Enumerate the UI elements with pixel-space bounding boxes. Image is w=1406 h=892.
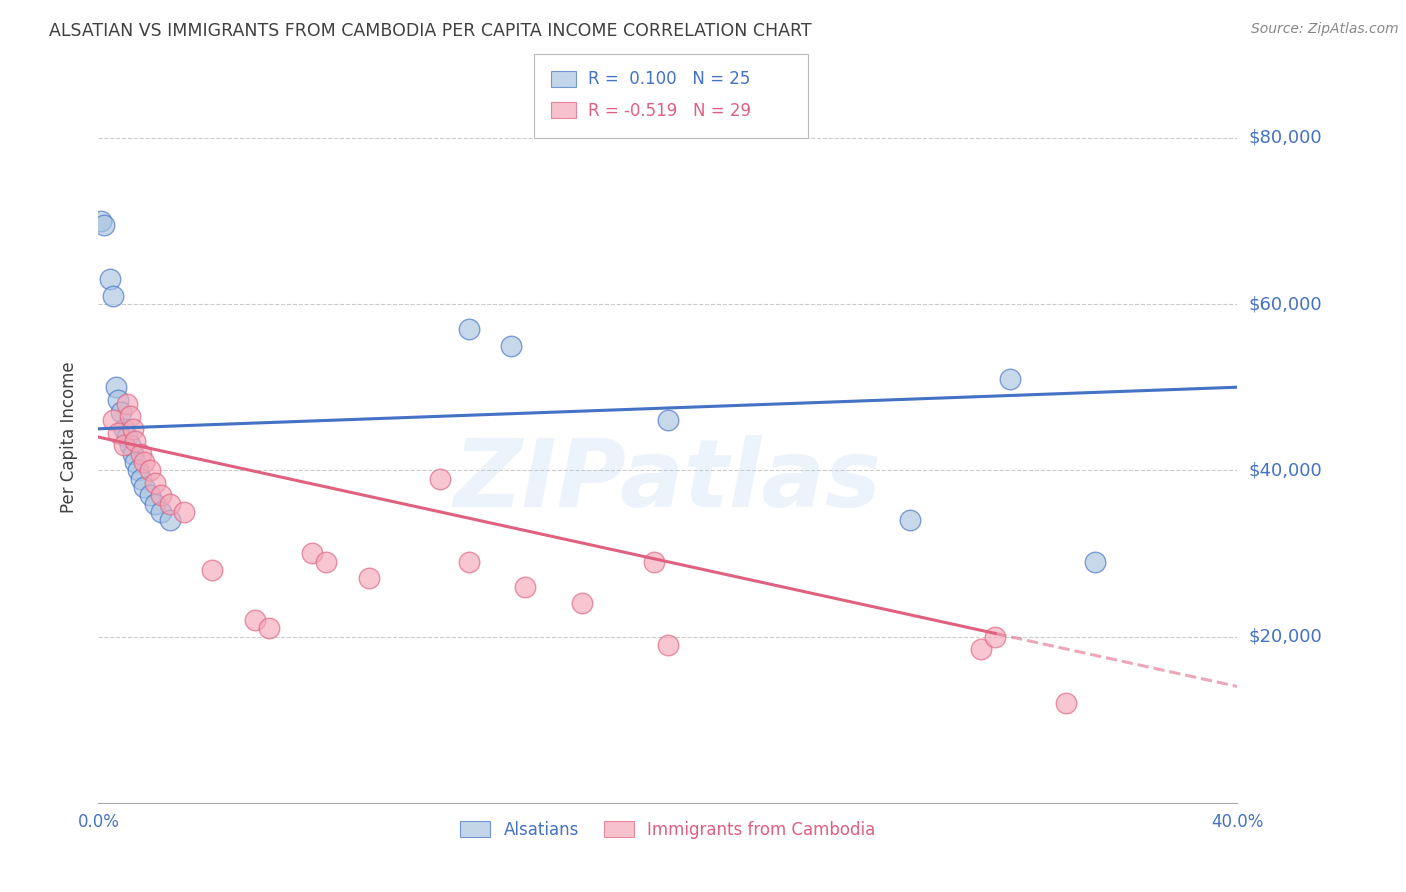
Point — [301, 546, 323, 560]
Point — [457, 322, 479, 336]
Point — [121, 422, 143, 436]
Point — [101, 289, 124, 303]
Point — [132, 455, 155, 469]
Point — [124, 455, 146, 469]
Point — [115, 397, 138, 411]
Text: $40,000: $40,000 — [1249, 461, 1322, 479]
Point — [112, 422, 135, 436]
Point — [98, 272, 121, 286]
Point — [657, 413, 679, 427]
Point — [1056, 696, 1078, 710]
Point — [173, 505, 195, 519]
Text: ALSATIAN VS IMMIGRANTS FROM CAMBODIA PER CAPITA INCOME CORRELATION CHART: ALSATIAN VS IMMIGRANTS FROM CAMBODIA PER… — [49, 22, 811, 40]
Point — [357, 571, 380, 585]
Point — [201, 563, 224, 577]
Point — [243, 613, 266, 627]
Point — [104, 380, 127, 394]
Point — [129, 472, 152, 486]
Text: ZIPatlas: ZIPatlas — [454, 435, 882, 527]
Text: $80,000: $80,000 — [1249, 128, 1322, 147]
Point — [1084, 555, 1107, 569]
Text: $20,000: $20,000 — [1249, 628, 1322, 646]
Point — [129, 447, 152, 461]
Point — [998, 372, 1021, 386]
Point — [90, 214, 112, 228]
Point — [124, 434, 146, 449]
Point — [118, 409, 141, 424]
Point — [107, 425, 129, 440]
Point — [110, 405, 132, 419]
Text: R =  0.100   N = 25: R = 0.100 N = 25 — [588, 70, 749, 88]
Point — [121, 447, 143, 461]
Point — [259, 621, 281, 635]
Point — [898, 513, 921, 527]
Point — [457, 555, 479, 569]
Y-axis label: Per Capita Income: Per Capita Income — [59, 361, 77, 513]
Point — [970, 642, 993, 657]
Point — [93, 218, 115, 232]
Point — [145, 475, 167, 490]
Point — [138, 463, 160, 477]
Point — [118, 438, 141, 452]
Text: $60,000: $60,000 — [1249, 295, 1322, 313]
Point — [501, 338, 523, 352]
Point — [150, 488, 173, 502]
Point — [150, 505, 173, 519]
Point — [107, 392, 129, 407]
Point — [571, 596, 593, 610]
Point — [127, 463, 149, 477]
Point — [315, 555, 337, 569]
Point — [515, 580, 537, 594]
Text: Source: ZipAtlas.com: Source: ZipAtlas.com — [1251, 22, 1399, 37]
Text: R = -0.519   N = 29: R = -0.519 N = 29 — [588, 102, 751, 120]
Point — [429, 472, 451, 486]
Point — [132, 480, 155, 494]
Legend: Alsatians, Immigrants from Cambodia: Alsatians, Immigrants from Cambodia — [454, 814, 882, 846]
Point — [115, 430, 138, 444]
Point — [643, 555, 665, 569]
Point — [984, 630, 1007, 644]
Point — [138, 488, 160, 502]
Point — [112, 438, 135, 452]
Point — [101, 413, 124, 427]
Point — [159, 513, 181, 527]
Point — [145, 497, 167, 511]
Point — [657, 638, 679, 652]
Point — [159, 497, 181, 511]
